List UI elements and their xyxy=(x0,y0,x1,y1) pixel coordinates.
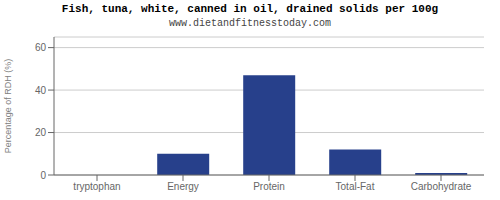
html-text:www.dietandfitnesstoday.com: www.dietandfitnesstoday.com xyxy=(169,18,331,29)
svg-text:20: 20 xyxy=(35,127,47,138)
svg-text:Protein: Protein xyxy=(253,181,285,192)
svg-text:0: 0 xyxy=(40,170,46,181)
svg-text:40: 40 xyxy=(35,85,47,96)
svg-text:Total-Fat: Total-Fat xyxy=(336,181,375,192)
svg-text:Carbohydrate: Carbohydrate xyxy=(411,181,472,192)
svg-text:Percentage of RDH (%): Percentage of RDH (%) xyxy=(8,59,13,154)
svg-text:tryptophan: tryptophan xyxy=(73,181,120,192)
html-text:Fish, tuna, white, canned in o: Fish, tuna, white, canned in oil, draine… xyxy=(61,3,439,15)
svg-text:60: 60 xyxy=(35,42,47,53)
svg-text:Energy: Energy xyxy=(167,181,199,192)
